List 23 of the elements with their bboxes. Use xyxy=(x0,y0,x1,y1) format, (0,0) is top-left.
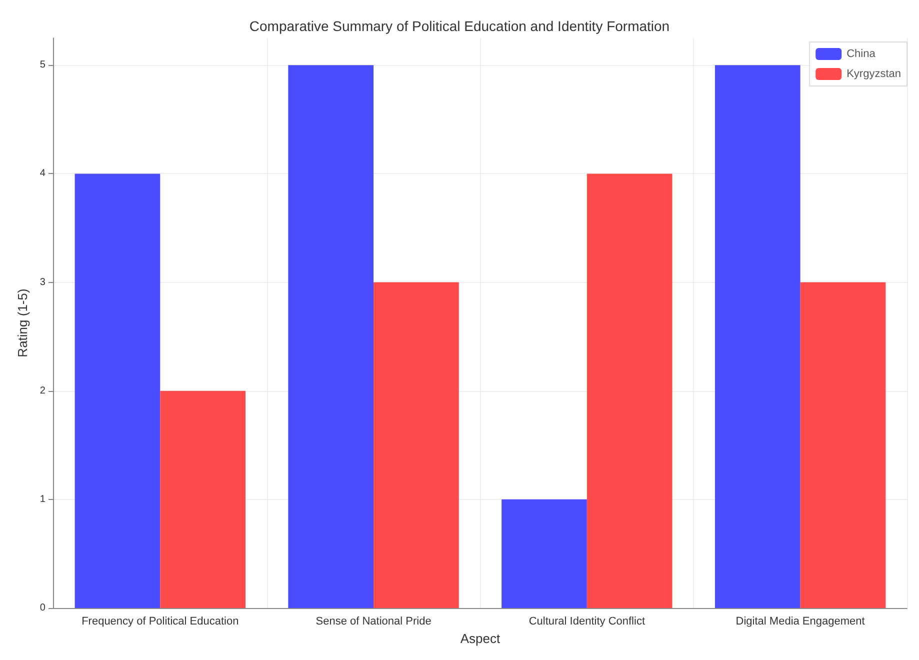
y-tick-label: 4 xyxy=(40,168,46,180)
x-tick-label: Digital Media Engagement xyxy=(736,616,865,628)
y-tick-label: 0 xyxy=(40,602,46,614)
chart-title: Comparative Summary of Political Education and Identity Formation xyxy=(249,18,670,34)
y-tick-label: 2 xyxy=(40,385,46,396)
x-tick-label: Frequency of Political Education xyxy=(82,616,239,628)
bar xyxy=(800,282,886,608)
y-tick-label: 5 xyxy=(40,60,46,71)
bar xyxy=(288,65,374,608)
bar xyxy=(586,174,672,608)
legend-label: China xyxy=(846,48,876,60)
y-axis-title: Rating (1-5) xyxy=(15,288,30,358)
legend-label: Kyrgyzstan xyxy=(846,68,902,80)
bar xyxy=(714,65,800,608)
bar xyxy=(502,499,587,608)
y-tick-label: 1 xyxy=(40,494,46,505)
x-tick-label: Cultural Identity Conflict xyxy=(528,616,646,628)
bar xyxy=(74,174,160,608)
x-axis-title: Aspect xyxy=(460,630,500,646)
y-tick-label: 3 xyxy=(40,276,46,288)
x-tick-label: Sense of National Pride xyxy=(316,616,432,628)
bar xyxy=(374,282,459,608)
bar xyxy=(160,390,246,608)
